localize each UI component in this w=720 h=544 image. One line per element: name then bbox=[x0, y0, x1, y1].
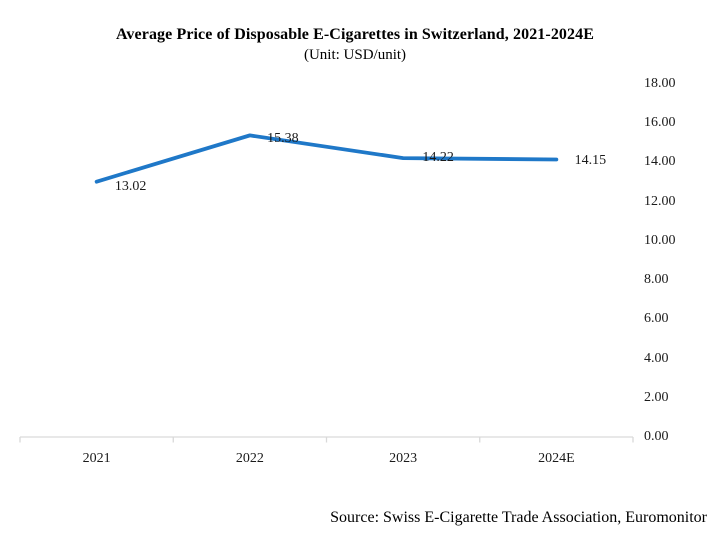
data-label-2022: 15.38 bbox=[267, 131, 299, 147]
chart-title: Average Price of Disposable E-Cigarettes… bbox=[115, 26, 595, 43]
y-axis-label-8.00: 8.00 bbox=[644, 272, 669, 288]
price-series-line bbox=[94, 133, 559, 184]
x-axis-label-2021: 2021 bbox=[82, 451, 111, 466]
y-axis-label-4.00: 4.00 bbox=[644, 350, 669, 366]
y-axis-label-16.00: 16.00 bbox=[644, 115, 676, 131]
data-label-2024E: 14.15 bbox=[574, 152, 607, 168]
data-label-2021: 13.02 bbox=[114, 178, 147, 194]
y-axis-label-10.00: 10.00 bbox=[644, 232, 676, 248]
y-axis-label-2.00: 2.00 bbox=[644, 389, 669, 405]
y-axis-label-18.00: 18.00 bbox=[644, 76, 676, 91]
chart-subtitle: (Unit: USD/unit) bbox=[303, 47, 407, 63]
y-axis-label-6.00: 6.00 bbox=[644, 311, 669, 327]
data-label-2023: 14.22 bbox=[422, 150, 454, 166]
x-axis-label-2024E: 2024E bbox=[538, 451, 575, 466]
y-axis-label-14.00: 14.00 bbox=[644, 154, 676, 170]
x-axis-label-2023: 2023 bbox=[389, 451, 418, 466]
y-axis-label-12.00: 12.00 bbox=[644, 193, 676, 209]
x-axis-label-2022: 2022 bbox=[235, 451, 264, 466]
source-note: Source: Swiss E-Cigarette Trade Associat… bbox=[330, 509, 707, 526]
y-axis-label-0.00: 0.00 bbox=[644, 429, 669, 444]
